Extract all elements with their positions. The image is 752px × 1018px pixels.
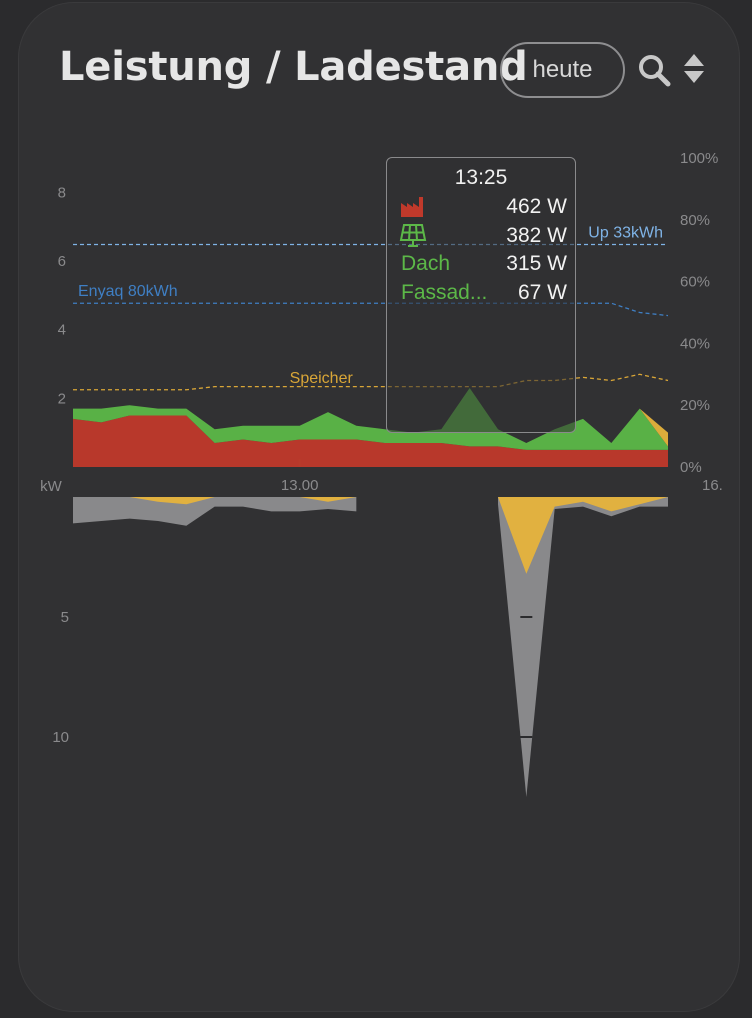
soc-line-label: Up 33kWh [588,225,663,242]
soc-line-label: Speicher [290,370,354,387]
tooltip-value: 315 W [506,252,567,275]
tooltip-value: 462 W [506,195,567,218]
x-tick-label: 16. [702,477,723,494]
tooltip-time: 13:25 [454,166,508,189]
y-tick-label: 4 [58,322,66,339]
series-area [73,388,668,450]
tooltip-row-pv: 382 W [399,224,567,252]
y-axis-label: kW [40,478,63,495]
y2-tick-label: 40% [680,335,710,352]
tooltip-value: 67 W [517,281,567,304]
sort-icon[interactable] [682,52,706,86]
series-area [498,497,668,797]
tooltip-row-fassade: Fassad... 67 W [399,281,567,309]
series-area [73,497,357,526]
factory-icon [401,197,423,217]
y-tick-label: 6 [58,253,66,270]
y-tick-label: 10 [52,729,69,746]
tooltip-row-consumption: 462 W [399,195,567,223]
y2-tick-label: 100% [680,150,718,167]
y-tick-label: 2 [58,390,66,407]
soc-line-label: Enyaq 80kWh [78,283,178,300]
tooltip-label: Dach [401,252,451,275]
y2-tick-label: 80% [680,212,710,229]
search-icon[interactable] [636,52,672,88]
series-area [498,497,668,574]
page-title: Leistung / Ladestand [59,44,528,90]
tooltip-row-dach: Dach 315 W [399,252,567,280]
solar-panel-icon [399,224,427,247]
y2-tick-label: 20% [680,397,710,414]
tooltip-label: Fassad... [401,281,488,304]
period-button[interactable]: heute [500,42,625,98]
soc-line [73,373,669,391]
y2-tick-label: 0% [680,459,702,476]
soc-line [73,302,669,317]
y-tick-label: 8 [58,184,66,201]
y-tick-label: 5 [61,609,69,626]
tooltip-value: 382 W [506,224,567,247]
tooltip: 13:25 462 W 382 W Dach 315 W Fassad... 6… [386,157,576,433]
y2-tick-label: 60% [680,274,710,291]
series-area [73,497,357,505]
x-tick-label: 13.00 [281,477,319,494]
